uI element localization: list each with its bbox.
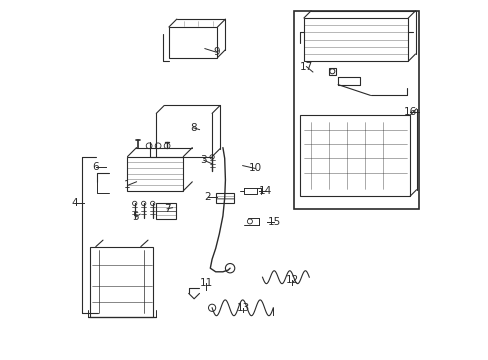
Text: 4: 4 bbox=[71, 198, 78, 208]
Text: 7: 7 bbox=[163, 204, 170, 214]
Text: 14: 14 bbox=[259, 186, 272, 196]
Text: 16: 16 bbox=[403, 107, 416, 117]
Text: 5: 5 bbox=[132, 212, 139, 222]
Bar bbox=[215, 193, 233, 203]
Text: 3: 3 bbox=[200, 155, 207, 165]
Text: 2: 2 bbox=[204, 192, 211, 202]
Text: 13: 13 bbox=[236, 303, 249, 313]
Text: 17: 17 bbox=[299, 62, 312, 72]
Text: 8: 8 bbox=[190, 123, 196, 133]
Bar bbox=[300, 115, 409, 196]
Bar bbox=[127, 157, 183, 191]
Text: 1: 1 bbox=[124, 180, 131, 190]
Bar bbox=[156, 203, 176, 219]
Text: 6: 6 bbox=[92, 162, 99, 172]
Bar bbox=[303, 18, 407, 61]
Text: 9: 9 bbox=[213, 47, 219, 57]
Text: 12: 12 bbox=[285, 275, 298, 285]
Bar bbox=[294, 11, 418, 209]
Bar bbox=[328, 68, 335, 75]
Text: 10: 10 bbox=[248, 163, 262, 174]
Bar bbox=[168, 27, 217, 58]
Text: 11: 11 bbox=[199, 278, 212, 288]
Bar bbox=[90, 247, 153, 317]
Text: 15: 15 bbox=[267, 217, 280, 227]
